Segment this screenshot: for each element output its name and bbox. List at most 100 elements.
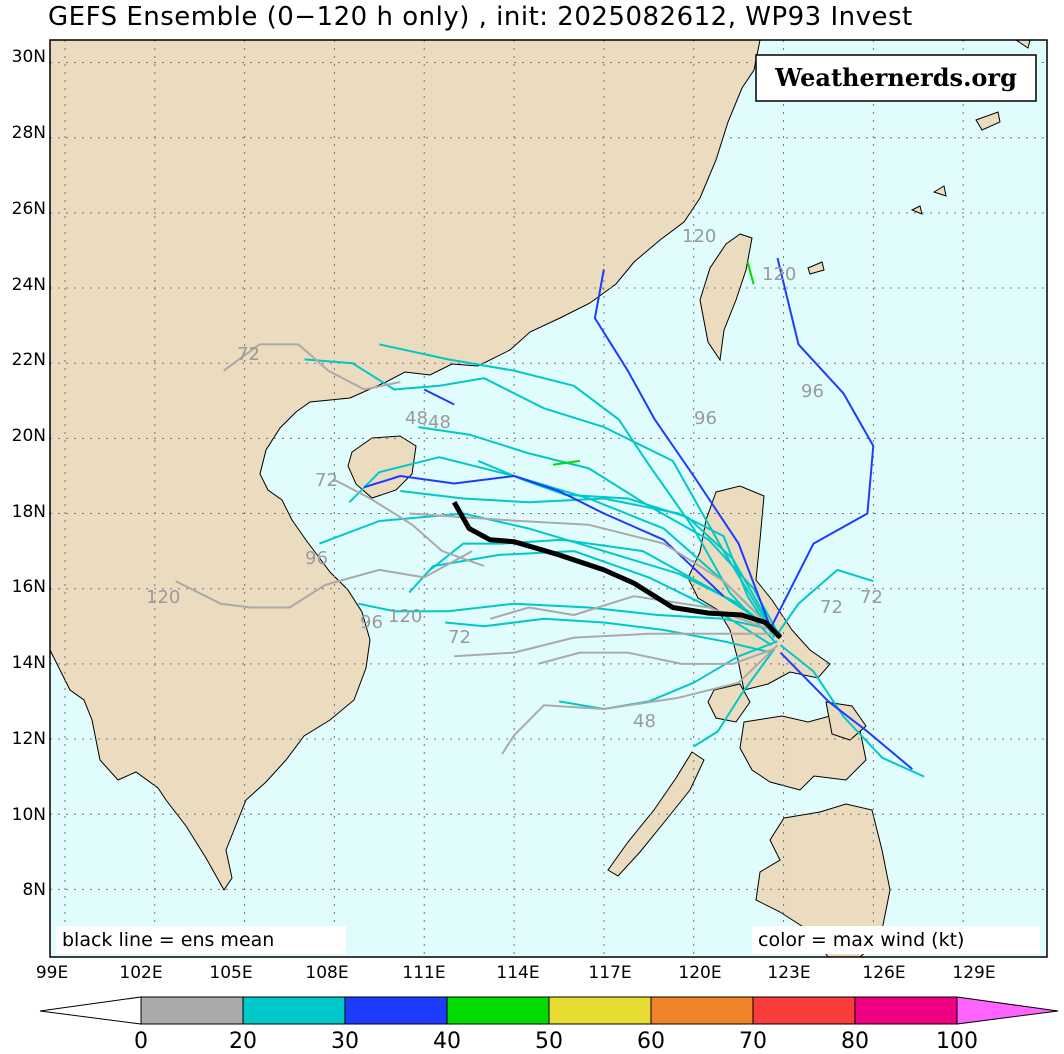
- ensemble-member-track: [552, 459, 581, 466]
- lon-label: 105E: [209, 963, 252, 983]
- lon-label: 102E: [119, 963, 162, 983]
- lat-label: 30N: [12, 47, 46, 67]
- colorbar-label: 100: [936, 1029, 978, 1054]
- land-hainan: [347, 435, 417, 499]
- ensemble-member-track: [379, 343, 776, 642]
- mean-legend-box: black line = ens mean: [56, 926, 346, 954]
- ensemble-member-track: [593, 269, 770, 623]
- ensemble-member-track: [358, 602, 775, 631]
- hour-label: 120: [388, 606, 422, 627]
- hour-label: 120: [762, 264, 796, 285]
- lat-label: 24N: [12, 275, 46, 295]
- colorbar-label: 50: [535, 1029, 563, 1054]
- lon-label: 108E: [305, 963, 348, 983]
- colorbar-bin: [242, 996, 346, 1025]
- colorbar-label: 40: [433, 1029, 461, 1054]
- ensemble-member-track: [400, 490, 776, 639]
- land-mindanao: [755, 803, 891, 957]
- hour-label: 48: [428, 412, 451, 433]
- lon-label: 111E: [402, 963, 445, 983]
- hour-label: 72: [820, 597, 843, 618]
- lon-label: 120E: [678, 963, 721, 983]
- lat-label: 10N: [12, 805, 46, 825]
- colorbar-bin: [752, 996, 856, 1025]
- ensemble-member-track: [175, 550, 473, 609]
- map-title: GEFS Ensemble (0−120 h only) , init: 202…: [48, 2, 913, 32]
- lat-label: 28N: [12, 123, 46, 143]
- ensemble-member-track: [454, 632, 775, 658]
- ensemble-tracks: [175, 257, 925, 778]
- colorbar-label: 60: [637, 1029, 665, 1054]
- lat-label: 14N: [12, 653, 46, 673]
- ensemble-member-track: [537, 647, 775, 665]
- lat-label: 16N: [12, 577, 46, 597]
- hour-label: 96: [801, 381, 824, 402]
- lat-label: 20N: [12, 426, 46, 446]
- ensemble-member-track: [304, 358, 773, 631]
- colorbar-label: 70: [739, 1029, 767, 1054]
- colorbar: 0 20 30 40 50 60 70 80 100: [39, 996, 1059, 1054]
- ensemble-member-track: [429, 538, 782, 635]
- hour-label: 72: [448, 627, 471, 648]
- hour-label: 72: [860, 587, 883, 608]
- lat-label: 8N: [22, 880, 46, 900]
- hour-label: 48: [405, 408, 428, 429]
- ensemble-mean-track: [452, 501, 783, 640]
- colorbar-bin: [548, 996, 652, 1025]
- hour-label: 96: [305, 548, 328, 569]
- color-legend-box: color = max wind (kt): [752, 926, 1040, 954]
- ensemble-member-track: [779, 644, 925, 778]
- colorbar-low-arrow: [39, 996, 142, 1025]
- ensemble-member-track: [779, 651, 913, 770]
- hour-label: 120: [682, 226, 716, 247]
- lat-label: 26N: [12, 199, 46, 219]
- land-mindoro: [707, 683, 751, 723]
- ensemble-member-track: [746, 261, 755, 285]
- lon-label: 123E: [767, 963, 810, 983]
- colorbar-label: 30: [331, 1029, 359, 1054]
- hour-label: 48: [633, 711, 656, 732]
- lat-label: 18N: [12, 502, 46, 522]
- hour-label: 72: [237, 344, 260, 365]
- land-asia-mainland: [50, 40, 761, 891]
- hour-label: 96: [360, 612, 383, 633]
- grid-lines: [50, 40, 1047, 957]
- ensemble-member-track: [445, 617, 772, 654]
- hour-label: 120: [146, 587, 180, 608]
- ensemble-member-track: [348, 456, 779, 635]
- colorbar-bin: [650, 996, 754, 1025]
- ensemble-member-track: [423, 388, 455, 406]
- hour-label: 96: [694, 408, 717, 429]
- hour-label: 72: [315, 470, 338, 491]
- longitude-labels: 99E 102E 105E 108E 111E 114E 117E 120E 1…: [36, 963, 996, 983]
- ensemble-member-track: [693, 648, 776, 748]
- forecast-hour-labels: 72 48 48 72 96 120 120 96 72 48 120 96 7…: [146, 226, 883, 732]
- ensemble-member-track: [364, 475, 725, 597]
- land-ryukyu: [807, 40, 1031, 275]
- mean-legend-text: black line = ens mean: [62, 929, 274, 951]
- land-taiwan: [699, 233, 753, 362]
- color-legend-text: color = max wind (kt): [758, 929, 964, 951]
- lon-label: 129E: [952, 963, 995, 983]
- brand-text: Weathernerds.org: [774, 63, 1017, 92]
- map-frame: [49, 39, 1048, 958]
- colorbar-high-arrow: [956, 996, 1059, 1025]
- ensemble-member-track: [776, 568, 874, 635]
- latitude-labels: 30N 28N 26N 24N 22N 20N 18N 16N 14N 12N …: [12, 47, 46, 900]
- colorbar-label: 20: [229, 1029, 257, 1054]
- colorbar-label: 0: [134, 1029, 148, 1054]
- lat-label: 12N: [12, 729, 46, 749]
- lon-label: 117E: [588, 963, 631, 983]
- brand-box: Weathernerds.org: [755, 54, 1037, 102]
- lat-label: 22N: [12, 350, 46, 370]
- ensemble-member-track: [223, 343, 401, 391]
- colorbar-label: 80: [841, 1029, 869, 1054]
- land-palawan: [607, 751, 705, 877]
- ensemble-member-track: [501, 644, 779, 755]
- lon-label: 114E: [496, 963, 539, 983]
- colorbar-bin: [854, 996, 958, 1025]
- colorbar-bin: [446, 996, 550, 1025]
- colorbar-bin: [344, 996, 448, 1025]
- lon-label: 126E: [862, 963, 905, 983]
